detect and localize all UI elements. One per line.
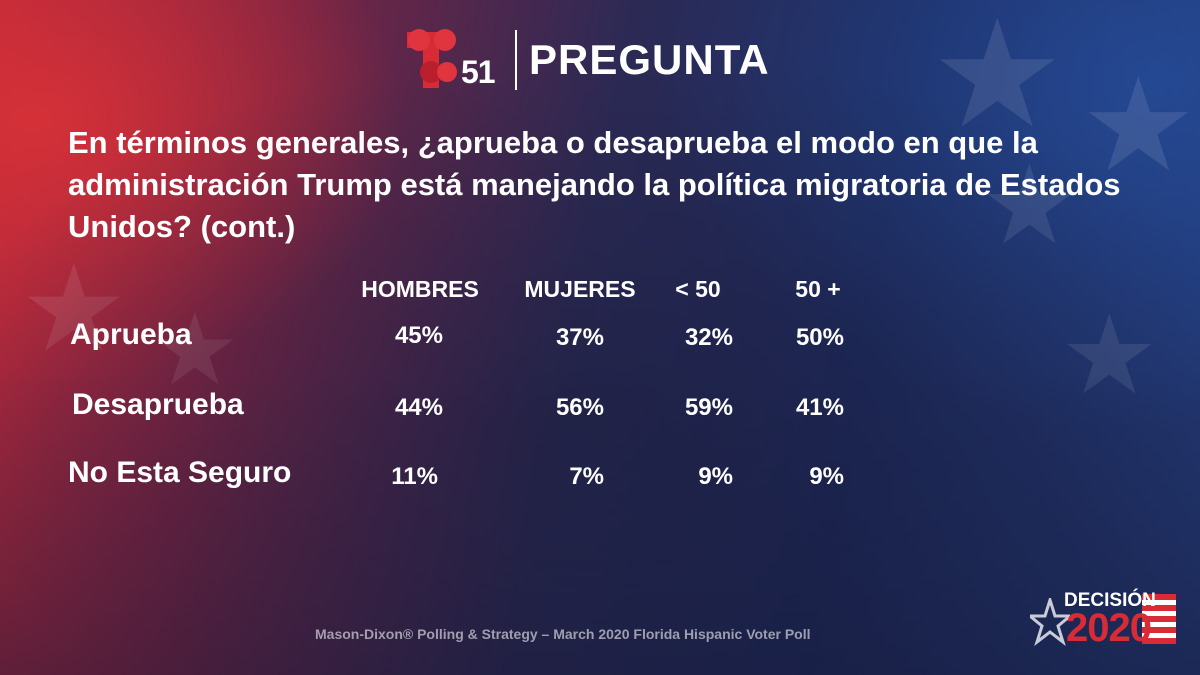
table-cell: 37% (555, 324, 604, 351)
table-cell: 44% (394, 394, 443, 421)
row-label-no-esta-seguro: No Esta Seguro (68, 456, 292, 489)
table-cell: 9% (809, 463, 844, 490)
column-header-50-plus: 50 + (795, 276, 841, 302)
background-star-icon: ★ (1060, 291, 1159, 419)
header-divider (515, 30, 517, 90)
row-label-aprueba: Aprueba (70, 318, 192, 351)
table-cell: 41% (795, 394, 844, 421)
table-cell: 11% (391, 463, 438, 490)
logo-number: 51 (461, 54, 496, 90)
row-label-desaprueba: Desaprueba (72, 388, 244, 421)
column-header-under-50: < 50 (675, 276, 721, 302)
flag-stripes-icon (1142, 594, 1176, 644)
telemundo-logo-icon: 51 (405, 28, 497, 92)
badge-year-text: 2020 (1066, 606, 1152, 650)
table-cell: 32% (684, 324, 733, 351)
column-header-mujeres: MUJERES (524, 276, 636, 302)
table-cell: 9% (698, 463, 733, 490)
page-title: PREGUNTA (529, 36, 770, 83)
badge-top-text: DECISIÓN (1064, 590, 1156, 611)
table-cell: 45% (394, 322, 443, 349)
star-icon (1030, 598, 1070, 647)
background-star-icon: ★ (20, 240, 128, 379)
table-cell: 56% (555, 394, 604, 421)
question-text: En términos generales, ¿aprueba o desapr… (68, 125, 1121, 244)
header: 51 PREGUNTA (405, 26, 770, 94)
source-footer: Mason-Dixon® Polling & Strategy – March … (315, 626, 811, 642)
table-cell: 50% (795, 324, 844, 351)
table-cell: 59% (684, 394, 733, 421)
column-header-hombres: HOMBRES (361, 276, 479, 302)
decision-2020-badge: DECISIÓN 2020 (1030, 588, 1180, 652)
table-cell: 7% (569, 463, 604, 490)
